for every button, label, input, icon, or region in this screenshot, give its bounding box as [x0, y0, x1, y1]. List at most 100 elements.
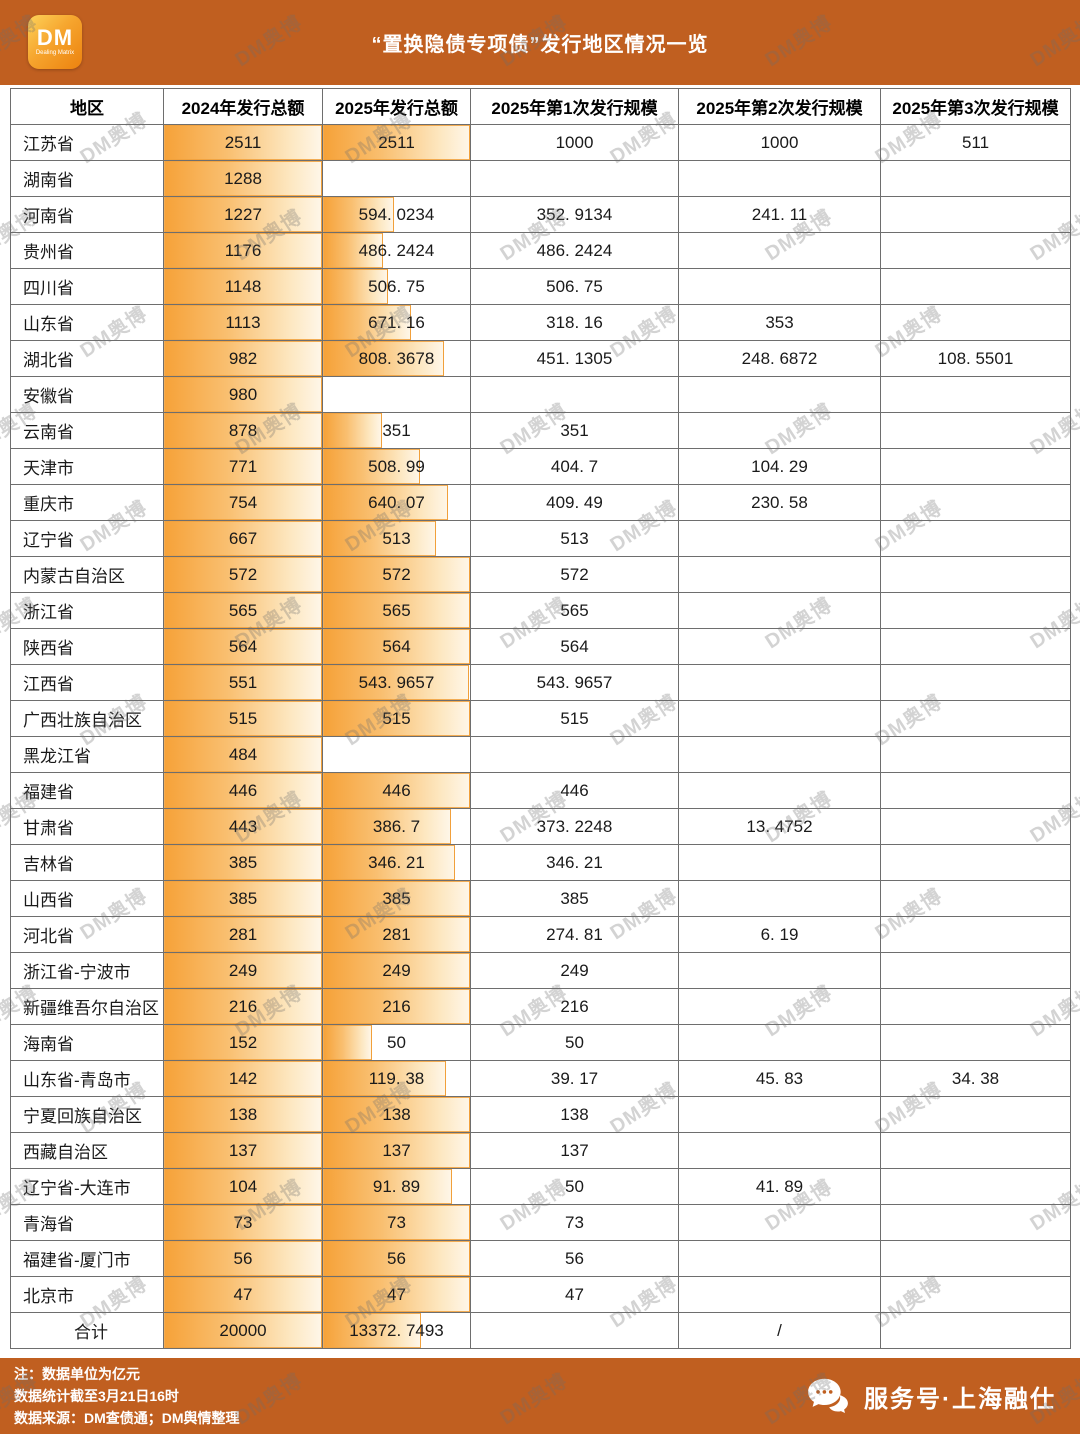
cell-2025-total: 671. 16 — [322, 304, 471, 341]
table-row: 江西省 551 543. 9657 543. 9657 — [10, 664, 1071, 701]
cell-2025-total: 138 — [322, 1096, 471, 1133]
table-row: 陕西省 564 564 564 — [10, 628, 1071, 665]
cell-2025-round2 — [678, 160, 881, 197]
col-header-2025-round2: 2025年第2次发行规模 — [678, 88, 881, 125]
data-bar-2025 — [323, 953, 470, 988]
cell-2025-round2: 13. 4752 — [678, 808, 881, 845]
region-cell: 海南省 — [10, 1024, 164, 1061]
data-bar-2025 — [323, 629, 470, 664]
cell-2025-round2 — [678, 520, 881, 557]
footer-note-unit: 注：数据单位为亿元 — [14, 1366, 140, 1382]
cell-2024-total: 47 — [163, 1276, 323, 1313]
cell-2025-total: 13372. 7493 — [322, 1312, 471, 1349]
data-bar-2024 — [164, 1313, 322, 1348]
data-bar-2024 — [164, 629, 322, 664]
data-bar-2025 — [323, 197, 394, 232]
cell-2025-round3 — [880, 1204, 1071, 1241]
cell-2025-round1: 351 — [470, 412, 679, 449]
cell-2024-total: 1113 — [163, 304, 323, 341]
cell-2025-round3 — [880, 1312, 1071, 1349]
cell-2025-total: 47 — [322, 1276, 471, 1313]
cell-2025-round3 — [880, 664, 1071, 701]
region-cell: 山西省 — [10, 880, 164, 917]
cell-2025-round3 — [880, 1132, 1071, 1169]
cell-2025-round2 — [678, 736, 881, 773]
cell-2025-round3: 511 — [880, 124, 1071, 161]
cell-2025-round1 — [470, 1312, 679, 1349]
region-cell: 山东省 — [10, 304, 164, 341]
dm-logo-text: DM — [36, 25, 74, 50]
cell-2025-round1: 1000 — [470, 124, 679, 161]
table-row: 安徽省 980 — [10, 376, 1071, 413]
cell-2024-total: 73 — [163, 1204, 323, 1241]
cell-2025-round1: 572 — [470, 556, 679, 593]
cell-2025-total: 137 — [322, 1132, 471, 1169]
cell-2025-round2 — [678, 988, 881, 1025]
cell-2025-round3 — [880, 412, 1071, 449]
region-cell: 新疆维吾尔自治区 — [10, 988, 164, 1025]
data-bar-2024 — [164, 1169, 322, 1204]
cell-2024-total: 281 — [163, 916, 323, 953]
cell-2024-total: 142 — [163, 1060, 323, 1097]
region-cell: 安徽省 — [10, 376, 164, 413]
region-cell: 内蒙古自治区 — [10, 556, 164, 593]
data-bar-2025 — [323, 269, 388, 304]
cell-2025-round2 — [678, 628, 881, 665]
cell-2025-round3 — [880, 1276, 1071, 1313]
cell-2025-total: 572 — [322, 556, 471, 593]
region-cell: 浙江省-宁波市 — [10, 952, 164, 989]
table-row: 海南省 152 50 50 — [10, 1024, 1071, 1061]
cell-2025-round1: 56 — [470, 1240, 679, 1277]
region-cell: 宁夏回族自治区 — [10, 1096, 164, 1133]
table-row: 内蒙古自治区 572 572 572 — [10, 556, 1071, 593]
data-bar-2024 — [164, 809, 322, 844]
cell-2025-round3 — [880, 268, 1071, 305]
table-row: 福建省 446 446 446 — [10, 772, 1071, 809]
cell-2025-round1: 515 — [470, 700, 679, 737]
data-bar-2025 — [323, 773, 470, 808]
cell-2025-round2 — [678, 772, 881, 809]
cell-2025-round3 — [880, 736, 1071, 773]
data-bar-2024 — [164, 881, 322, 916]
table-row: 河南省 1227 594. 0234 352. 9134 241. 11 — [10, 196, 1071, 233]
table-row: 广西壮族自治区 515 515 515 — [10, 700, 1071, 737]
cell-2025-round1 — [470, 376, 679, 413]
cell-2025-round2: 41. 89 — [678, 1168, 881, 1205]
service-account-label: 服务号·上海融仕 — [864, 1385, 1056, 1413]
cell-2025-round1: 346. 21 — [470, 844, 679, 881]
cell-2025-round1: 249 — [470, 952, 679, 989]
region-cell: 广西壮族自治区 — [10, 700, 164, 737]
cell-2025-round1 — [470, 736, 679, 773]
cell-2025-round1 — [470, 160, 679, 197]
cell-2025-round2 — [678, 844, 881, 881]
data-bar-2025 — [323, 305, 412, 340]
cell-2025-round2 — [678, 664, 881, 701]
cell-2025-round2 — [678, 556, 881, 593]
cell-2025-total: 640. 07 — [322, 484, 471, 521]
cell-2025-round2 — [678, 1132, 881, 1169]
cell-2025-round2: 1000 — [678, 124, 881, 161]
cell-2024-total: 572 — [163, 556, 323, 593]
cell-2025-round2 — [678, 700, 881, 737]
cell-2025-round1: 404. 7 — [470, 448, 679, 485]
cell-2025-total — [322, 376, 471, 413]
data-bar-2025 — [323, 665, 469, 700]
cell-2025-total: 594. 0234 — [322, 196, 471, 233]
data-bar-2025 — [323, 917, 470, 952]
data-bar-2024 — [164, 269, 322, 304]
region-cell: 陕西省 — [10, 628, 164, 665]
cell-2025-round2 — [678, 1204, 881, 1241]
cell-2025-round2 — [678, 1276, 881, 1313]
cell-2025-round3 — [880, 1168, 1071, 1205]
cell-2025-round3 — [880, 988, 1071, 1025]
cell-2024-total: 551 — [163, 664, 323, 701]
cell-2025-round2: 230. 58 — [678, 484, 881, 521]
data-bar-2025 — [323, 1241, 470, 1276]
cell-2025-round3 — [880, 1096, 1071, 1133]
cell-2024-total: 385 — [163, 880, 323, 917]
data-bar-2024 — [164, 341, 322, 376]
data-bar-2024 — [164, 953, 322, 988]
data-bar-2025 — [323, 989, 470, 1024]
table-row: 福建省-厦门市 56 56 56 — [10, 1240, 1071, 1277]
data-bar-2025 — [323, 1061, 447, 1096]
